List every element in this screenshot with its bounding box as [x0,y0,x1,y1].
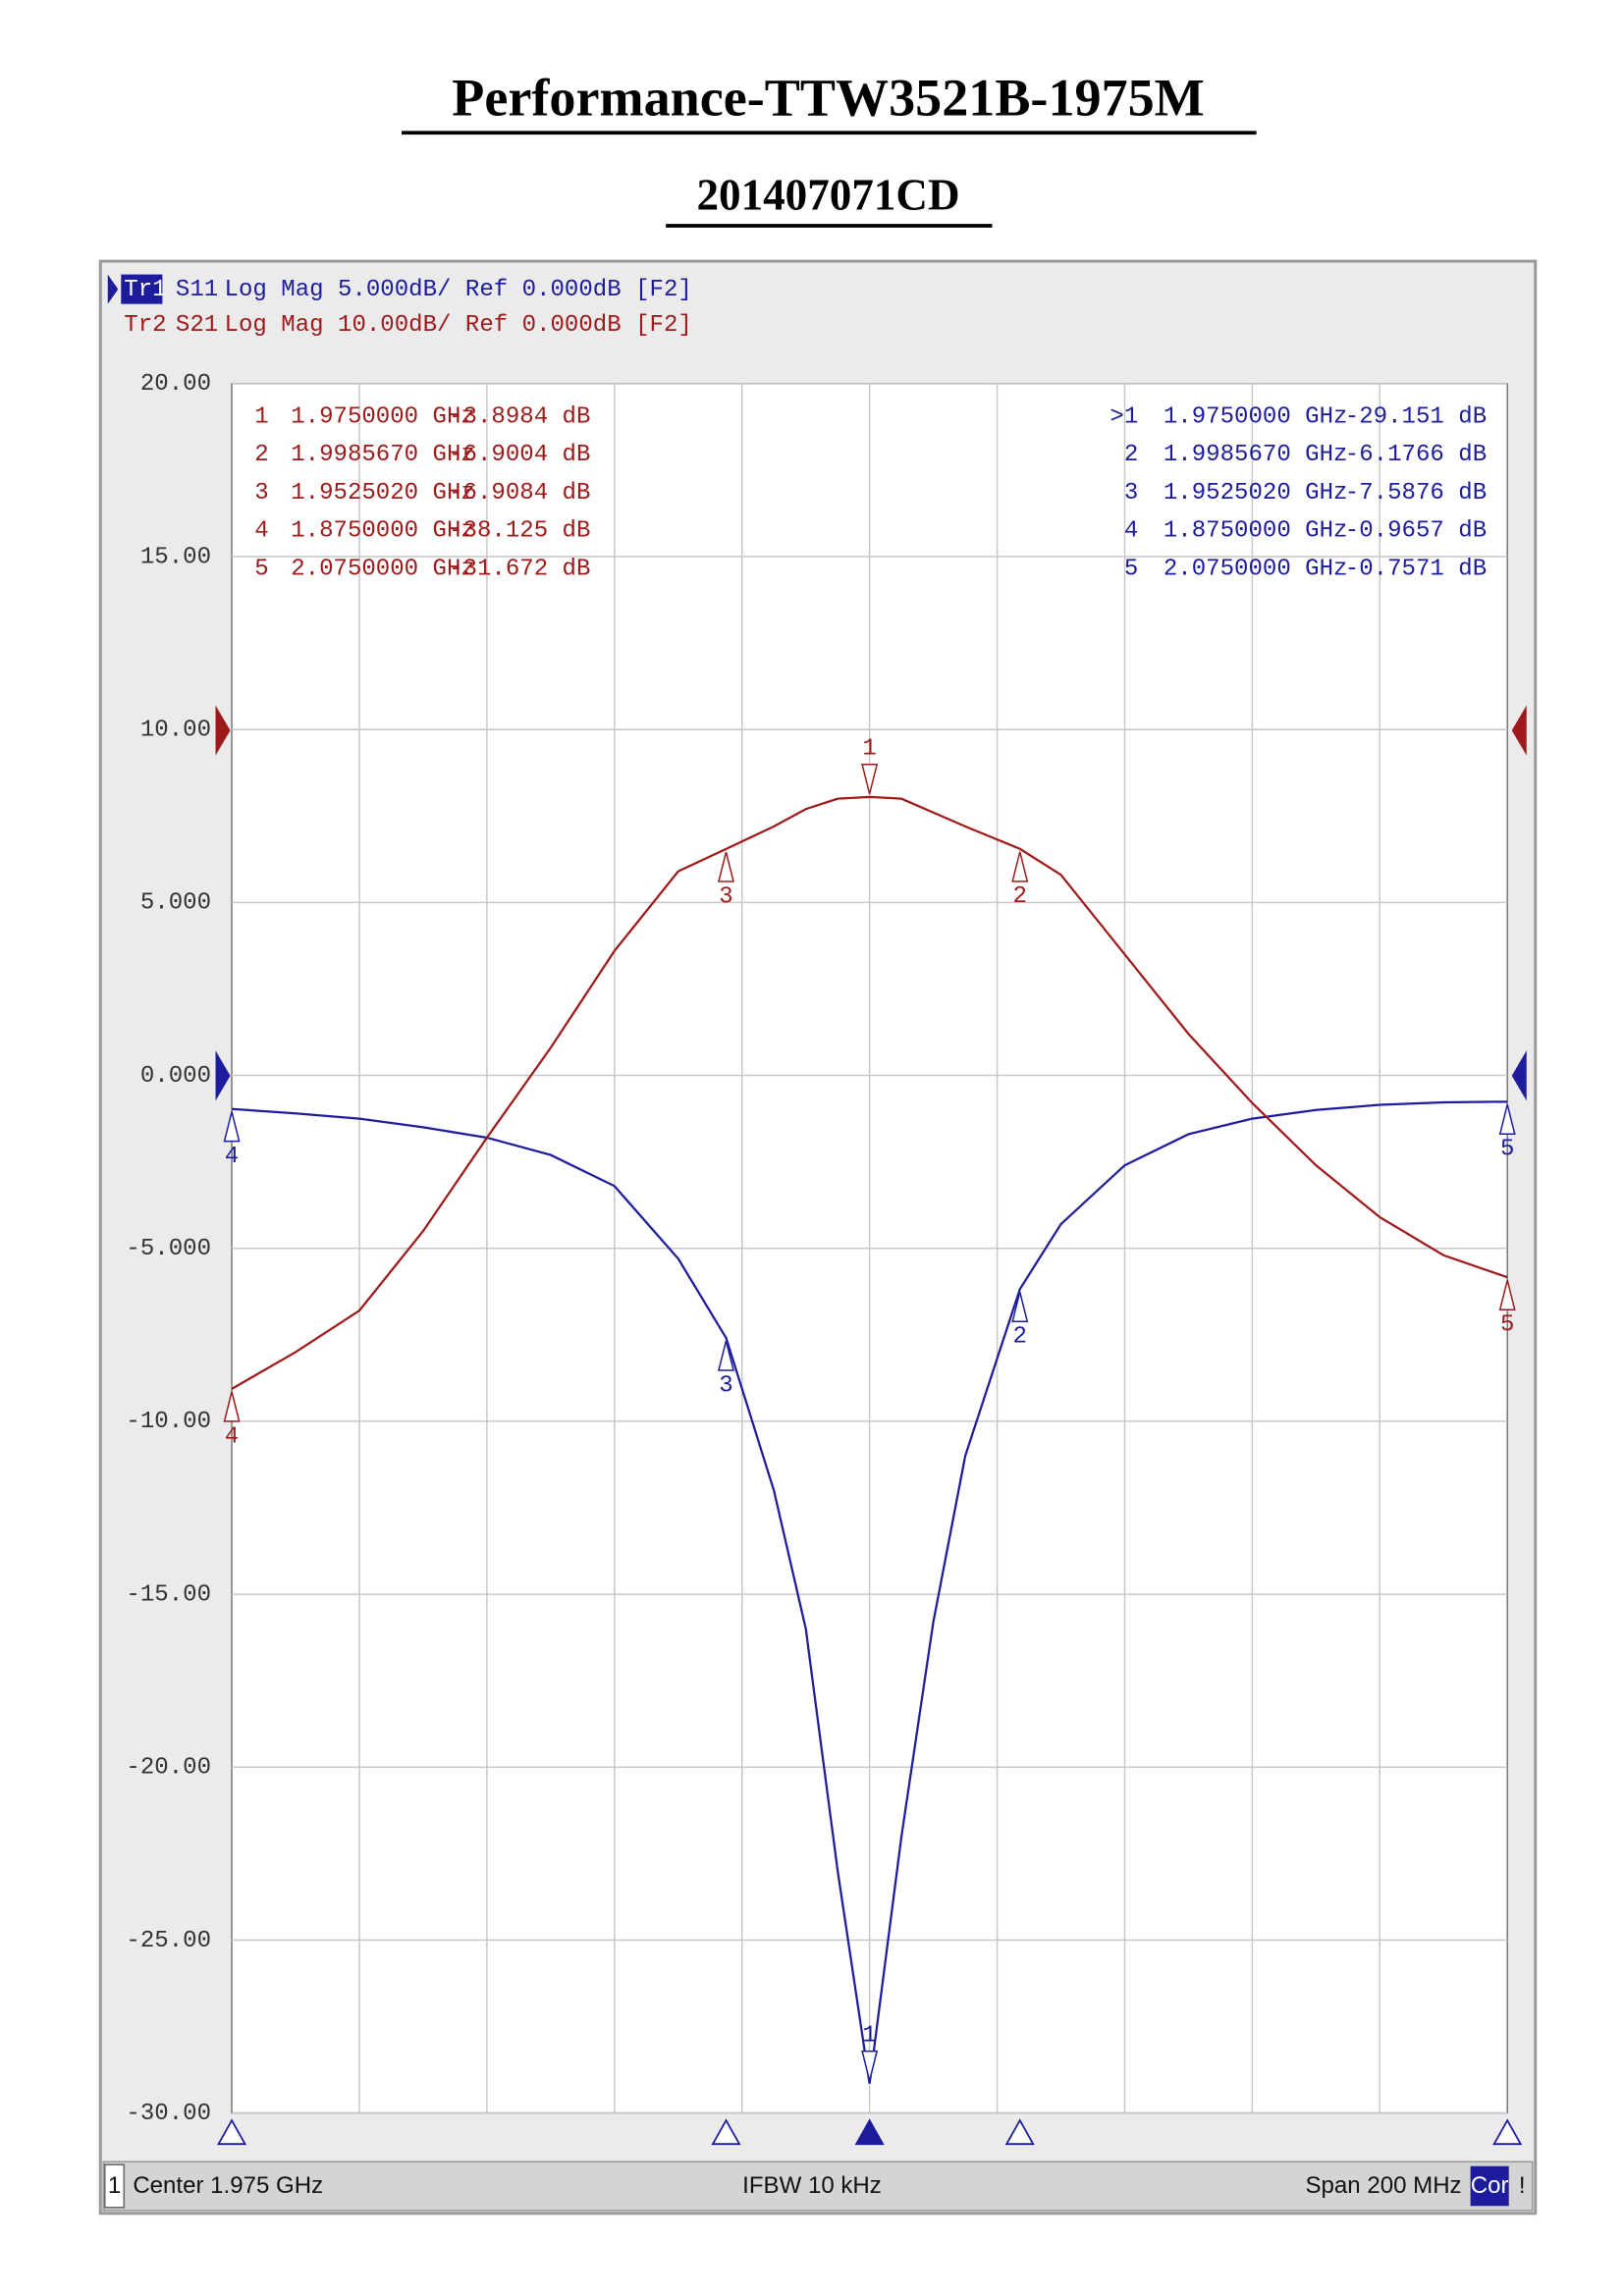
y-tick-label: 5.000 [140,890,211,917]
marker-readout-id: 4 [1124,518,1138,545]
marker-id: 2 [1013,883,1027,910]
marker-readout-freq: 1.9985670 GHz [1164,442,1348,468]
title: Performance-TTW3521B-1975M [452,69,1204,128]
footer-bar [102,2161,1534,2212]
y-tick-label: -5.000 [126,1236,211,1262]
footer-span: Span 200 MHz [1305,2172,1461,2199]
channel-box [104,2163,126,2209]
marker-triangle [1011,1292,1029,1322]
stimulus-marker [1004,2118,1035,2146]
marker-triangle [1498,1279,1516,1310]
marker-readout-freq: 1.9985670 GHz [291,442,475,468]
marker-triangle [223,1111,241,1143]
stimulus-marker [216,2118,247,2146]
marker-readout-freq: 1.9525020 GHz [1164,480,1348,507]
trace-name: S11 [176,277,218,303]
footer-status: ! [1519,2172,1526,2199]
marker-id: 1 [862,736,876,763]
y-tick-label: -20.00 [126,1755,211,1782]
subtitle: 201407071CD [696,170,959,219]
footer-center: Center 1.975 GHz [133,2172,323,2199]
stimulus-marker [1492,2118,1523,2146]
marker-id: 4 [225,1144,239,1170]
marker-id: 5 [1500,1312,1514,1339]
stimulus-marker [711,2118,741,2146]
trace-id: Tr2 [124,312,166,339]
marker-readout-value: -6.9004 dB [449,442,590,468]
marker-readout-id: >1 [1110,403,1138,430]
active-trace-indicator [107,274,119,304]
marker-readout-value: -6.9084 dB [449,480,590,507]
footer-ifbw: IFBW 10 kHz [742,2172,882,2199]
marker-triangle [718,851,734,882]
marker-readout-freq: 1.9750000 GHz [1164,403,1348,430]
marker-readout-value: -31.672 dB [449,556,590,582]
ref-marker-right [1511,705,1527,756]
ref-marker-left [215,705,231,756]
marker-readout-id: 5 [1124,556,1138,582]
y-tick-label: 15.00 [140,544,211,570]
marker-readout-value: -7.5876 dB [1345,480,1487,507]
footer-channel: 1 [108,2172,121,2199]
marker-readout-freq: 2.0750000 GHz [291,556,475,582]
marker-readout-id: 3 [254,480,268,507]
marker-readout-id: 5 [254,556,268,582]
marker-readout-id: 4 [254,518,268,545]
trace-id: Tr1 [124,277,166,303]
y-tick-label: 0.000 [140,1063,211,1090]
stimulus-marker [854,2118,885,2146]
trace-name: S21 [176,312,218,339]
y-tick-label: 10.00 [140,718,211,744]
marker-triangle [861,764,879,795]
footer-cor: Cor [1471,2172,1509,2199]
marker-readout-id: 3 [1124,480,1138,507]
trace-format: Log Mag 10.00dB/ Ref 0.000dB [F2] [225,312,692,339]
marker-readout-value: -0.9657 dB [1345,518,1487,545]
marker-id: 2 [1013,1324,1027,1351]
marker-triangle [1011,851,1029,882]
marker-readout-id: 2 [1124,442,1138,468]
marker-id: 3 [719,1372,732,1399]
y-tick-label: -15.00 [126,1581,211,1608]
marker-triangle [223,1391,241,1422]
marker-readout-id: 2 [254,442,268,468]
marker-readout-freq: 1.9750000 GHz [291,403,475,430]
active-trace-box [121,274,163,304]
ref-marker-right [1511,1050,1527,1101]
marker-readout-value: -38.125 dB [449,518,590,545]
marker-id: 5 [1500,1137,1514,1163]
marker-readout-value: -29.151 dB [1345,403,1487,430]
marker-triangle [1498,1104,1516,1136]
marker-id: 3 [719,883,732,910]
cor-box [1470,2165,1509,2207]
chart-layer: 20.00 15.00 10.00 5.000 0.000 -5.000 -10.00 -15… [104,277,1526,2209]
trace-line [231,795,1508,1390]
y-tick-label: -10.00 [126,1409,211,1435]
y-tick-label: 20.00 [140,371,211,398]
marker-readout-freq: 1.8750000 GHz [1164,518,1348,545]
marker-id: 1 [862,2022,876,2049]
marker-readout-freq: 1.9525020 GHz [291,480,475,507]
marker-readout-value: -0.7571 dB [1345,556,1487,582]
marker-readout-value: -3.8984 dB [449,403,590,430]
marker-readout-id: 1 [254,403,268,430]
trace-format: Log Mag 5.000dB/ Ref 0.000dB [F2] [225,277,692,303]
marker-readout-value: -6.1766 dB [1345,442,1487,468]
marker-readout-freq: 2.0750000 GHz [1164,556,1348,582]
y-tick-label: -30.00 [126,2101,211,2127]
marker-triangle [861,2050,879,2081]
marker-readout-freq: 1.8750000 GHz [291,518,475,545]
y-tick-label: -25.00 [126,1928,211,1954]
ref-marker-left [215,1050,231,1101]
marker-triangle [718,1340,734,1371]
marker-id: 4 [225,1423,239,1450]
